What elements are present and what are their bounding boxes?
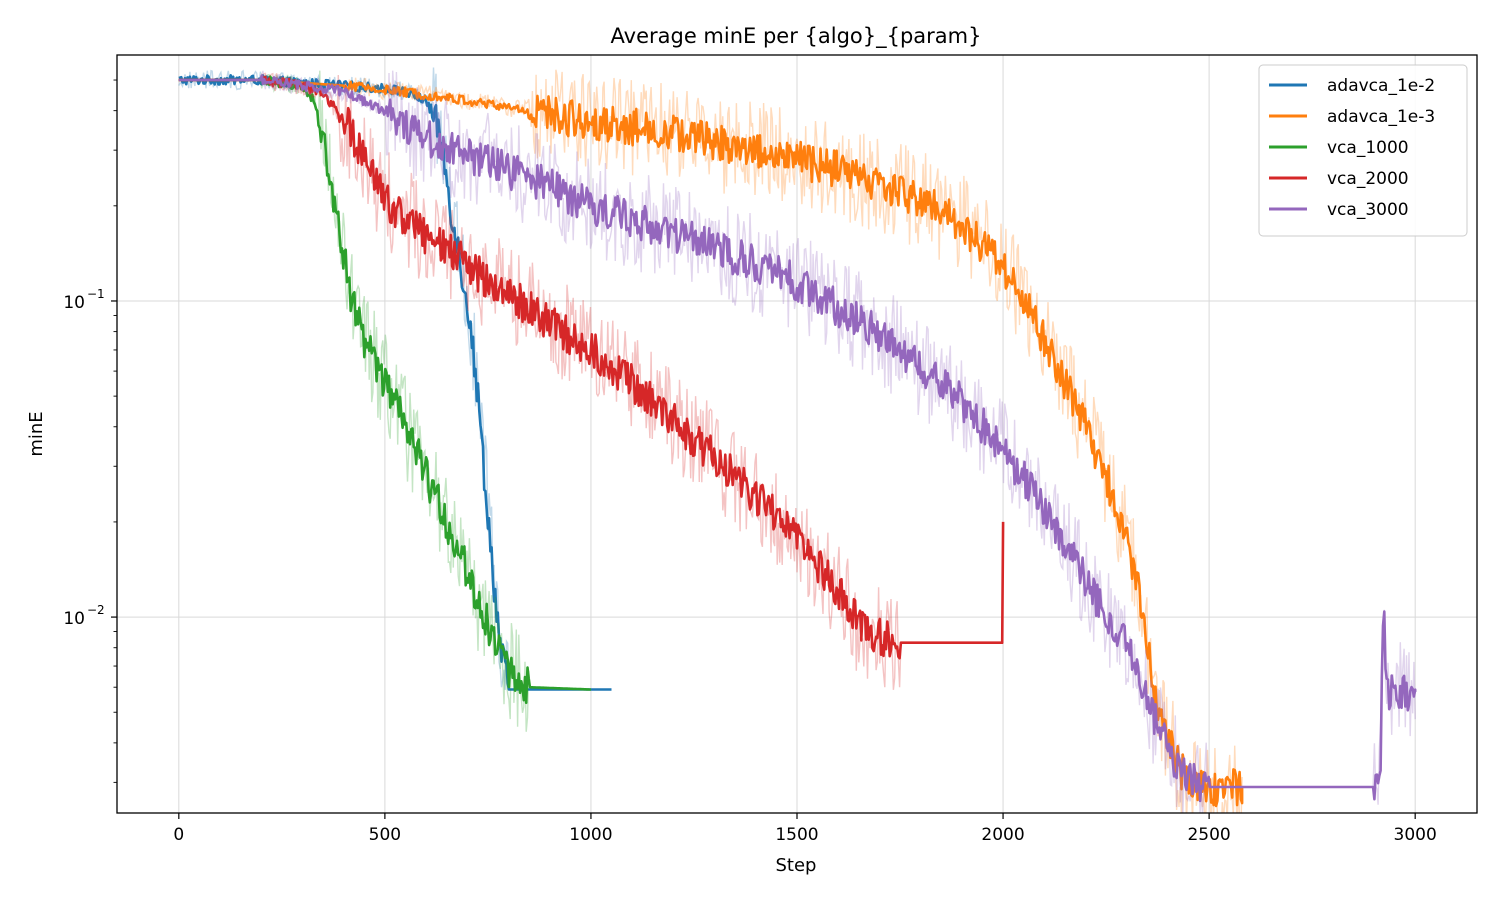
- x-tick-label: 500: [369, 825, 401, 845]
- x-tick-label: 2000: [981, 825, 1024, 845]
- legend-label: vca_1000: [1327, 138, 1409, 158]
- x-axis-label: Step: [776, 855, 817, 876]
- y-tick-exponent: −2: [87, 603, 105, 617]
- series-line-vca_3000: [178, 74, 1417, 803]
- y-tick-label: 10: [63, 609, 85, 629]
- x-tick-label: 0: [173, 825, 184, 845]
- series-line-adavca_1e-3: [178, 78, 1244, 808]
- x-tick-label: 1500: [775, 825, 818, 845]
- y-axis: 10−110−2: [63, 79, 117, 783]
- grid: [117, 55, 1477, 813]
- series-line-adavca_1e-2: [178, 74, 612, 691]
- y-tick-label: 10: [63, 293, 85, 313]
- legend-box: [1258, 64, 1468, 237]
- y-tick-exponent: −1: [87, 287, 105, 301]
- legend-label: vca_2000: [1327, 169, 1409, 189]
- chart-title: Average minE per {algo}_{param}: [611, 24, 982, 49]
- legend-label: adavca_1e-2: [1327, 76, 1435, 96]
- y-axis-label: minE: [26, 411, 47, 456]
- series-line-vca_2000: [178, 75, 1005, 660]
- legend: adavca_1e-2 adavca_1e-3 vca_1000 vca_2000vc…: [1258, 64, 1468, 237]
- x-tick-label: 2500: [1187, 825, 1230, 845]
- series-layer: [178, 67, 1417, 813]
- legend-label: vca_3000: [1327, 200, 1409, 220]
- x-tick-label: 3000: [1394, 825, 1437, 845]
- x-tick-label: 1000: [569, 825, 612, 845]
- legend-label: adavca_1e-3: [1327, 107, 1435, 127]
- x-axis: 0 500 1000 1500 2000 2500 3000: [173, 813, 1437, 845]
